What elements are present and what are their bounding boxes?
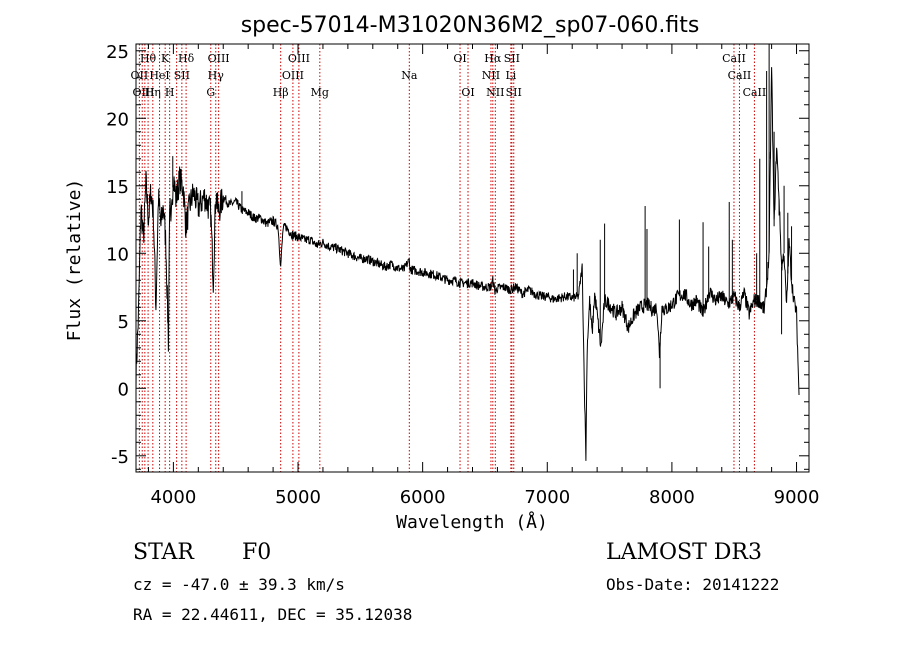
x-tick-label-5: 9000	[774, 487, 820, 508]
x-tick-label-4: 8000	[649, 487, 695, 508]
x-tick-label-1: 5000	[275, 487, 321, 508]
annotation-label-23: Mg	[311, 86, 329, 99]
annotation-label-10: HeI	[149, 69, 169, 82]
annotation-label-12: Hγ	[208, 69, 225, 82]
y-tick-label-5: 20	[106, 109, 129, 130]
y-axis: -5 0 5 10 15 20 25	[106, 42, 809, 470]
annotation-label-1: K	[161, 52, 170, 65]
annotation-label-25: NII	[486, 86, 504, 99]
x-tick-label-2: 6000	[400, 487, 446, 508]
annotation-label-3: OIII	[208, 52, 230, 65]
y-tick-label-2: 5	[118, 312, 129, 333]
annotation-label-13: OIII	[282, 69, 304, 82]
y-tick-label-1: 0	[118, 379, 129, 400]
spectrum-line	[135, 67, 800, 461]
annotation-label-19: Hη	[145, 86, 161, 99]
chart-title: spec-57014-M31020N36M2_sp07-060.fits	[241, 13, 700, 38]
annotation-label-26: SII	[506, 86, 522, 99]
spectrum-series	[135, 44, 800, 461]
annotation-label-17: CaII	[728, 69, 752, 82]
annotation-label-4: OIII	[288, 52, 310, 65]
y-tick-label-6: 25	[106, 42, 129, 63]
x-tick-label-0: 4000	[150, 487, 196, 508]
annotation-label-0: Hθ	[140, 52, 157, 65]
annotation-label-21: G	[206, 86, 215, 99]
object-class: STAR	[133, 540, 195, 565]
annotation-label-6: Hα	[484, 52, 502, 65]
annotation-label-24: OI	[461, 86, 474, 99]
redshift-cz: cz = -47.0 ± 39.3 km/s	[133, 575, 345, 594]
annotation-label-11: SII	[174, 69, 190, 82]
y-tick-label-4: 15	[106, 177, 129, 198]
survey-name: LAMOST DR3	[606, 540, 762, 565]
annotation-label-8: CaII	[722, 52, 746, 65]
annotation-label-16: Li	[505, 69, 516, 82]
coordinates: RA = 22.44611, DEC = 35.12038	[133, 605, 412, 624]
annotation-label-14: Na	[401, 69, 418, 82]
plot-frame	[135, 43, 810, 473]
annotation-label-18: OIII	[132, 86, 154, 99]
obs-date: Obs-Date: 20141222	[606, 575, 779, 594]
y-tick-label-3: 10	[106, 244, 129, 265]
annotation-label-15: NII	[482, 69, 500, 82]
x-tick-label-3: 7000	[524, 487, 570, 508]
annotation-label-22: Hβ	[273, 86, 289, 99]
annotation-label-2: Hδ	[178, 52, 195, 65]
y-tick-label-0: -5	[111, 447, 129, 468]
annotation-label-27: CaII	[743, 86, 767, 99]
object-subclass: F0	[242, 540, 271, 565]
y-axis-label: Flux (relative)	[64, 179, 85, 342]
annotation-label-7: SII	[504, 52, 520, 65]
x-axis: 4000 5000 6000 7000 8000 9000	[147, 44, 820, 508]
annotation-label-9: OII	[131, 69, 149, 82]
annotation-label-5: OI	[453, 52, 466, 65]
annotation-label-20: H	[165, 86, 175, 99]
x-axis-label: Wavelength (Å)	[396, 511, 548, 533]
